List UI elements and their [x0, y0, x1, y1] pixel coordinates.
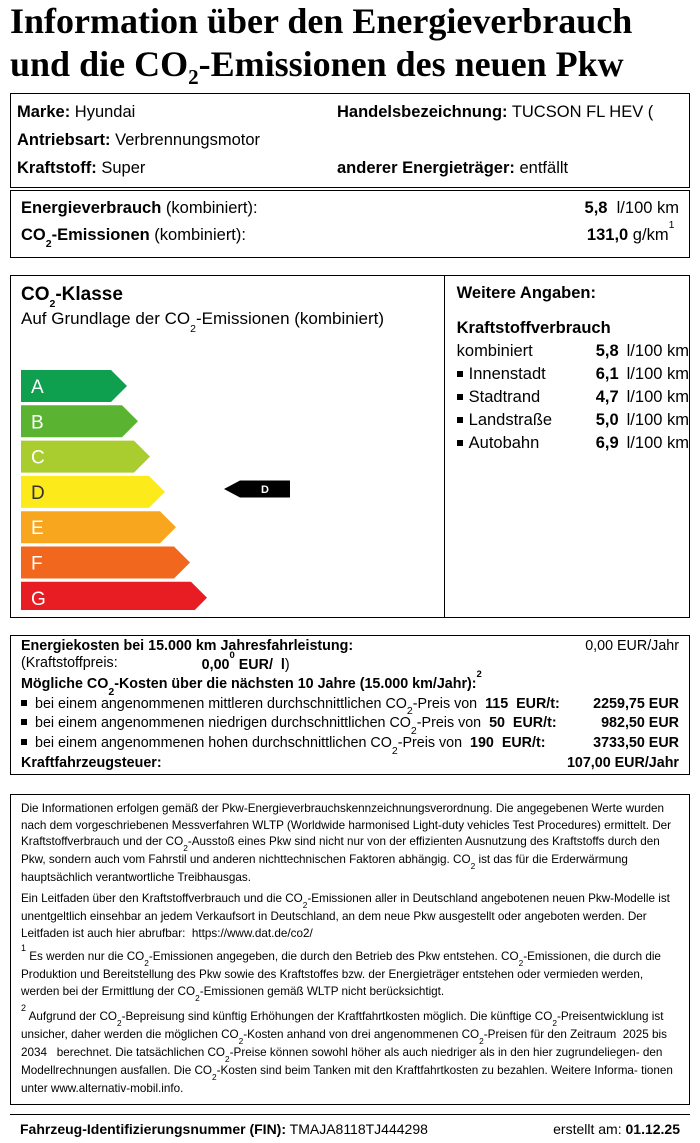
- svg-text:G: G: [31, 589, 46, 610]
- svg-text:D: D: [261, 484, 269, 496]
- svg-text:E: E: [31, 518, 44, 539]
- svg-text:D: D: [31, 483, 45, 504]
- svg-text:B: B: [31, 412, 44, 433]
- svg-text:C: C: [31, 447, 45, 468]
- svg-text:F: F: [31, 553, 43, 574]
- svg-text:A: A: [31, 377, 44, 398]
